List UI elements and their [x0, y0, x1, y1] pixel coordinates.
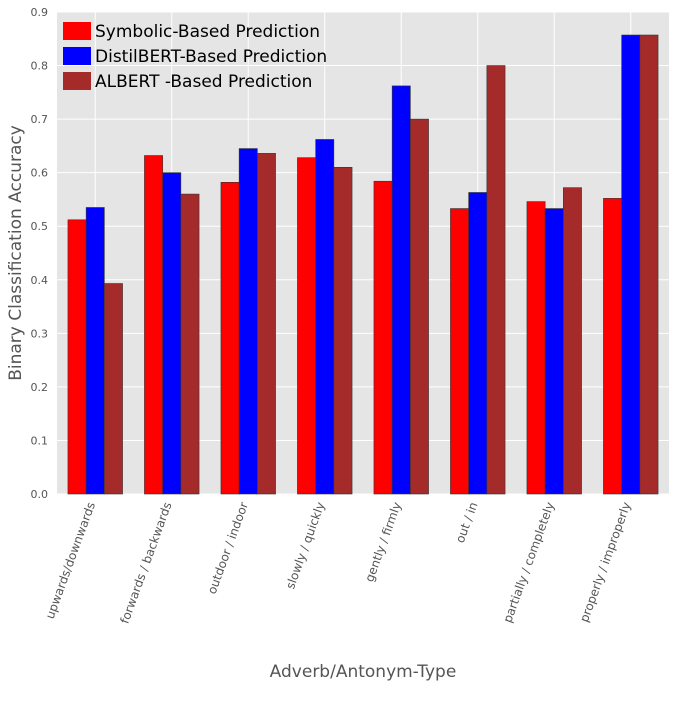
x-tick-label: properly / improperly [577, 500, 633, 624]
x-tick-label: outdoor / indoor [205, 500, 251, 596]
legend-label: DistilBERT-Based Prediction [95, 47, 327, 67]
bar-distilbert-based-prediction-2 [238, 148, 258, 495]
bar-albert-based-prediction-4 [410, 118, 429, 495]
y-tick-label: 0.6 [31, 167, 49, 180]
y-tick-label: 0.0 [31, 488, 49, 501]
x-tick-labels: upwards/downwards forwards / backwards out… [43, 500, 634, 625]
y-tick-label: 0.3 [31, 327, 49, 340]
bar-albert-based-prediction-5 [486, 65, 506, 495]
bar-symbolic-based-prediction-0 [67, 219, 87, 495]
y-tick-label: 0.9 [31, 6, 49, 19]
bar-symbolic-based-prediction-1 [144, 155, 163, 495]
bar-albert-based-prediction-2 [257, 153, 276, 495]
x-tick-label: forwards / backwards [118, 500, 175, 625]
bar-distilbert-based-prediction-3 [315, 139, 335, 495]
y-axis-label: Binary Classification Accuracy [6, 125, 26, 381]
legend-swatch [63, 47, 91, 65]
bar-symbolic-based-prediction-3 [297, 157, 316, 495]
bar-albert-based-prediction-0 [104, 283, 123, 495]
bar-distilbert-based-prediction-0 [85, 207, 105, 495]
legend: Symbolic-Based Prediction DistilBERT-Base… [63, 22, 327, 92]
bars [67, 34, 659, 495]
bar-distilbert-based-prediction-5 [468, 192, 488, 495]
legend-swatch [63, 22, 91, 40]
y-tick-label: 0.4 [31, 274, 49, 287]
bar-albert-based-prediction-6 [563, 187, 582, 495]
bar-distilbert-based-prediction-7 [621, 34, 641, 495]
x-tick-label: partially / completely [500, 500, 557, 624]
bar-symbolic-based-prediction-2 [220, 182, 240, 495]
y-tick-label: 0.8 [31, 60, 49, 73]
y-tick-label: 0.5 [31, 220, 49, 233]
x-tick-label: slowly / quickly [283, 500, 327, 591]
bar-symbolic-based-prediction-7 [603, 198, 622, 495]
bar-symbolic-based-prediction-4 [373, 180, 393, 495]
y-tick-label: 0.1 [31, 434, 49, 447]
y-tick-labels: 0.0 0.1 0.2 0.3 0.4 0.5 0.6 0.7 0.8 0.9 [31, 6, 49, 501]
x-axis-label: Adverb/Antonym-Type [270, 662, 457, 682]
bar-albert-based-prediction-1 [180, 193, 200, 495]
bar-symbolic-based-prediction-6 [526, 201, 546, 495]
y-tick-label: 0.2 [31, 381, 49, 394]
bar-distilbert-based-prediction-4 [391, 85, 411, 495]
legend-label: Symbolic-Based Prediction [95, 22, 320, 42]
x-tick-label: out / in [453, 500, 481, 545]
x-tick-label: gently / firmly [362, 500, 404, 584]
bar-symbolic-based-prediction-5 [450, 208, 469, 495]
legend-swatch [63, 72, 91, 90]
bar-albert-based-prediction-7 [639, 34, 659, 495]
bar-albert-based-prediction-3 [333, 167, 353, 495]
bar-distilbert-based-prediction-6 [544, 208, 564, 495]
x-tick-label: upwards/downwards [43, 500, 98, 621]
legend-label: ALBERT -Based Prediction [95, 72, 312, 92]
y-tick-label: 0.7 [31, 113, 49, 126]
bar-distilbert-based-prediction-1 [162, 172, 182, 495]
